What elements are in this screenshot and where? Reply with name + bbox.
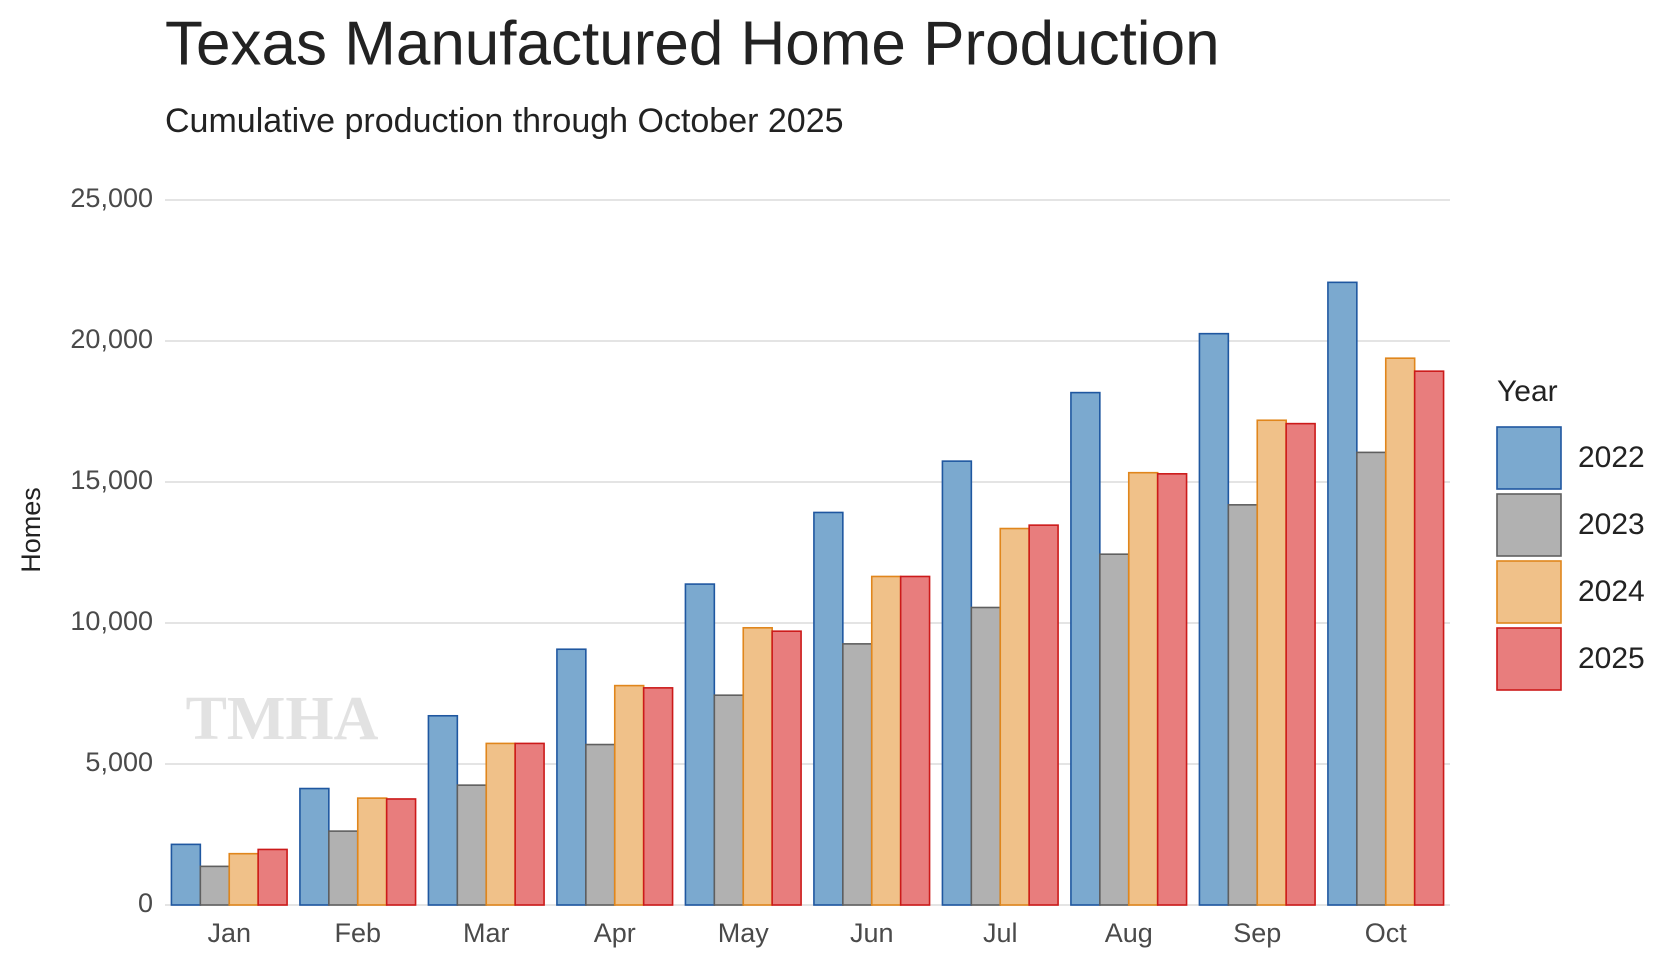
- x-tick-label: Aug: [1105, 918, 1153, 948]
- bar: [899, 575, 931, 906]
- bar: [228, 852, 259, 906]
- bar: [456, 784, 488, 906]
- legend-swatch: [1496, 426, 1562, 490]
- bar: [1028, 524, 1059, 906]
- bar: [813, 511, 844, 906]
- bar: [1070, 391, 1101, 906]
- bar: [427, 714, 459, 906]
- bar: [771, 630, 802, 906]
- legend-swatch: [1496, 560, 1562, 624]
- bar: [999, 527, 1030, 906]
- bar: [328, 830, 359, 906]
- bar: [1256, 419, 1287, 906]
- x-tick-label: Oct: [1365, 918, 1408, 948]
- bar: [199, 865, 231, 906]
- legend-label: 2024: [1578, 575, 1645, 608]
- bar: [613, 684, 645, 906]
- bar: [299, 787, 330, 906]
- y-tick-label: 25,000: [70, 183, 153, 213]
- legend-title: Year: [1497, 375, 1558, 408]
- bar: [970, 606, 1002, 906]
- bar: [1413, 370, 1445, 906]
- bar: [1198, 332, 1230, 906]
- bar: [842, 643, 873, 906]
- bar: [585, 743, 616, 906]
- bar: [742, 626, 773, 906]
- bar: [556, 648, 587, 906]
- y-tick-label: 10,000: [70, 606, 153, 636]
- bar: [356, 797, 388, 906]
- bar: [257, 848, 288, 906]
- watermark: TMHA: [186, 685, 379, 753]
- bar: [684, 583, 716, 906]
- x-tick-label: Jun: [850, 918, 894, 948]
- x-tick-label: Sep: [1233, 918, 1281, 948]
- y-axis-label: Homes: [16, 487, 46, 573]
- bar: [1227, 504, 1259, 906]
- bar: [1285, 422, 1316, 906]
- legend-label: 2023: [1578, 508, 1645, 541]
- legend-swatch: [1496, 493, 1562, 557]
- legend-swatch: [1496, 627, 1562, 691]
- bar: [514, 742, 545, 906]
- bar: [941, 460, 973, 906]
- bar: [1384, 357, 1416, 906]
- bar: [1099, 553, 1130, 906]
- x-tick-label: Feb: [334, 918, 381, 948]
- y-tick-label: 5,000: [85, 747, 153, 777]
- chart-title: Texas Manufactured Home Production: [165, 9, 1220, 78]
- legend-label: 2025: [1578, 642, 1645, 675]
- bar: [870, 575, 902, 906]
- y-tick-label: 0: [138, 888, 153, 918]
- x-tick-label: May: [718, 918, 770, 948]
- bar: [1356, 451, 1387, 906]
- y-tick-label: 15,000: [70, 465, 153, 495]
- y-tick-label: 20,000: [70, 324, 153, 354]
- bar: [1327, 281, 1358, 906]
- bar: [170, 843, 202, 906]
- chart-subtitle: Cumulative production through October 20…: [165, 102, 844, 140]
- bar: [385, 798, 417, 906]
- bar: [1156, 473, 1188, 906]
- bar: [485, 742, 516, 906]
- bar: [1127, 471, 1159, 906]
- bar: [642, 687, 674, 906]
- x-tick-label: Jul: [983, 918, 1018, 948]
- x-tick-label: Mar: [463, 918, 510, 948]
- bar: [713, 694, 745, 906]
- legend-label: 2022: [1578, 441, 1645, 474]
- x-tick-label: Jan: [207, 918, 251, 948]
- x-tick-label: Apr: [594, 918, 636, 948]
